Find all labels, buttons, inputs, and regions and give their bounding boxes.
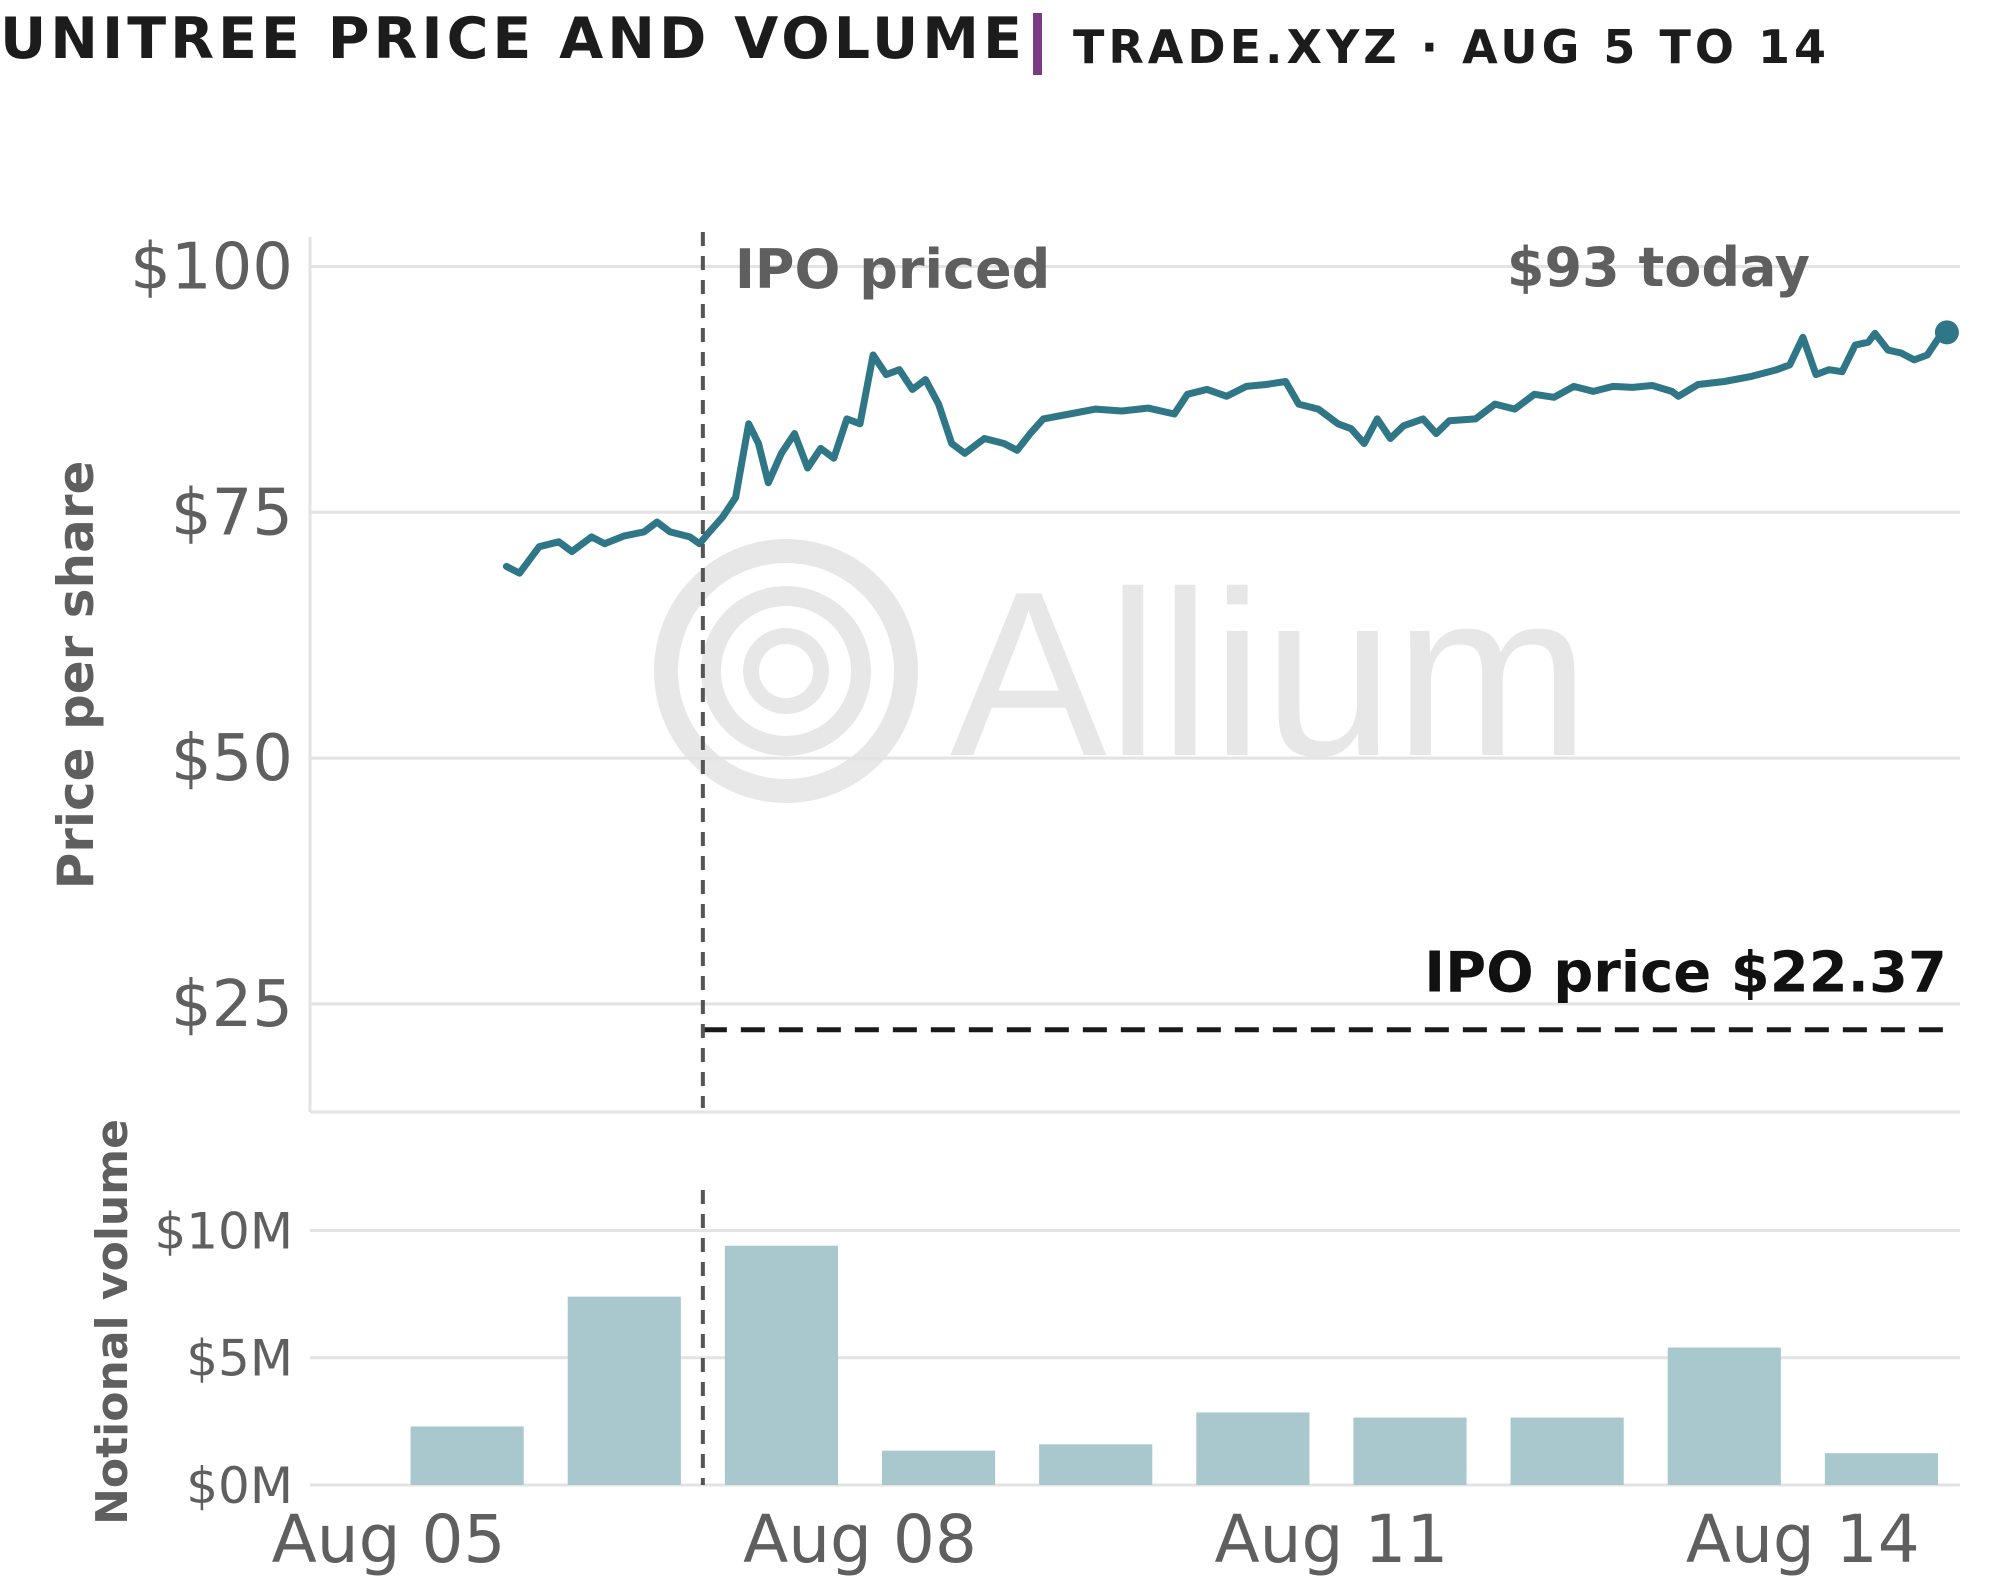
volume-bar bbox=[567, 1296, 681, 1485]
volume-tick-label: $10M bbox=[154, 1202, 293, 1260]
volume-bar bbox=[1667, 1347, 1781, 1485]
volume-bar bbox=[1039, 1444, 1153, 1485]
volume-tick-label: $0M bbox=[186, 1457, 293, 1515]
watermark-text: Allium bbox=[950, 542, 1590, 805]
volume-tick-label: $5M bbox=[186, 1330, 293, 1388]
date-tick-label: Aug 11 bbox=[1215, 1501, 1449, 1578]
ipo-price-label: IPO price $22.37 bbox=[1424, 941, 1947, 1006]
allium-logo-icon bbox=[654, 539, 918, 803]
price-tick-label: $100 bbox=[130, 230, 293, 304]
price-panel: $25 $50 $75 $100 Price per share IPO price $2… bbox=[47, 230, 1960, 1114]
volume-axis-label: Notional volume bbox=[87, 1119, 138, 1525]
volume-bar bbox=[1196, 1412, 1310, 1485]
volume-panel: $0M $5M $10M Aug 05 Aug 08 Aug 11 Aug 14 Notion… bbox=[87, 232, 1960, 1578]
volume-bar bbox=[1353, 1417, 1467, 1485]
price-line bbox=[502, 329, 1944, 577]
price-tick-label: $75 bbox=[171, 476, 293, 550]
chart-title: UNITREE PRICE AND VOLUME bbox=[0, 6, 1026, 72]
price-axis-label: Price per share bbox=[47, 461, 105, 890]
allium-watermark: Allium bbox=[654, 539, 1590, 805]
price-tick-label: $50 bbox=[171, 722, 293, 796]
volume-bar bbox=[882, 1450, 996, 1485]
last-price-point bbox=[1934, 320, 1959, 345]
current-price-label: $93 today bbox=[1507, 236, 1810, 299]
date-tick-label: Aug 08 bbox=[743, 1501, 977, 1578]
volume-bar bbox=[410, 1426, 524, 1485]
date-tick-label: Aug 05 bbox=[272, 1501, 506, 1578]
volume-bar bbox=[1510, 1417, 1624, 1485]
volume-bar bbox=[724, 1245, 838, 1485]
volume-bar bbox=[1824, 1453, 1938, 1485]
chart-source: TRADE.XYZ · AUG 5 TO 14 bbox=[1073, 20, 1830, 74]
ipo-priced-label: IPO priced bbox=[735, 238, 1050, 301]
title-divider bbox=[1033, 13, 1042, 75]
date-tick-label: Aug 14 bbox=[1686, 1501, 1920, 1578]
price-tick-label: $25 bbox=[171, 968, 293, 1042]
